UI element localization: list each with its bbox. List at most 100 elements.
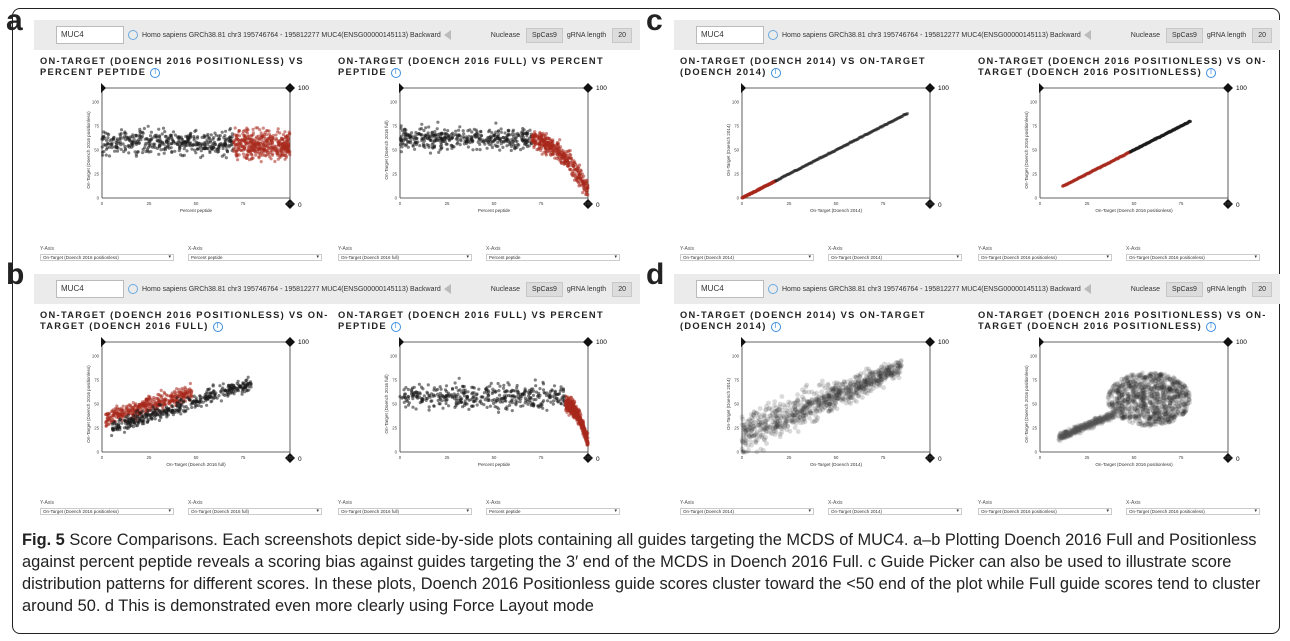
top-handle-icon[interactable] — [399, 83, 404, 93]
data-point — [754, 433, 760, 439]
data-point — [492, 401, 496, 405]
y-axis-select[interactable]: On-Target (Doench 2016 positionless) — [40, 508, 174, 515]
top-handle-icon[interactable] — [741, 337, 746, 347]
right-handle-icon[interactable] — [583, 83, 593, 93]
data-point — [848, 391, 854, 397]
gene-input[interactable]: MUC4 — [56, 26, 124, 44]
bottom-handle-icon[interactable] — [1223, 199, 1233, 209]
info-icon[interactable]: i — [770, 67, 781, 78]
data-point — [144, 141, 148, 145]
data-point — [747, 433, 752, 439]
x-axis-select[interactable]: Percent peptide — [188, 254, 322, 261]
x-tick-label: 25 — [147, 455, 152, 460]
info-icon[interactable]: i — [150, 67, 161, 78]
grna-length-input[interactable]: 20 — [612, 27, 632, 43]
info-icon[interactable]: i — [390, 321, 401, 332]
data-point — [847, 394, 852, 400]
nuclease-select[interactable]: SpCas9 — [1165, 27, 1203, 43]
data-point — [155, 135, 159, 139]
nuclease-select[interactable]: SpCas9 — [525, 281, 563, 297]
data-point — [493, 389, 497, 393]
bottom-handle-icon[interactable] — [925, 199, 935, 209]
direction-arrow-icon[interactable] — [443, 284, 451, 294]
info-icon[interactable]: i — [1205, 67, 1216, 78]
right-handle-icon[interactable] — [285, 83, 295, 93]
data-point — [126, 416, 130, 420]
corner-bottom-label: 0 — [1236, 202, 1240, 209]
bottom-handle-icon[interactable] — [583, 453, 593, 463]
data-point — [518, 392, 522, 396]
data-point — [576, 176, 580, 180]
y-axis-select[interactable]: On-Target (Doench 2016 full) — [338, 508, 472, 515]
data-point — [823, 402, 829, 408]
x-axis-selector: X-Axis Percent peptide — [188, 246, 322, 261]
refresh-icon[interactable] — [768, 30, 778, 40]
info-icon[interactable]: i — [770, 321, 781, 332]
gene-input[interactable]: MUC4 — [696, 280, 764, 298]
info-icon[interactable]: i — [212, 321, 223, 332]
direction-arrow-icon[interactable] — [1083, 284, 1091, 294]
direction-arrow-icon[interactable] — [443, 30, 451, 40]
y-axis-select[interactable]: On-Target (Doench 2016 positionless) — [978, 254, 1112, 261]
x-axis-select[interactable]: On-Target (Doench 2014) — [828, 508, 962, 515]
right-handle-icon[interactable] — [1223, 83, 1233, 93]
y-axis-select[interactable]: On-Target (Doench 2014) — [680, 508, 814, 515]
data-point — [116, 146, 120, 150]
data-point — [812, 399, 818, 405]
grna-length-input[interactable]: 20 — [1252, 27, 1272, 43]
y-axis-selector: Y-Axis On-Target (Doench 2016 full) — [338, 500, 472, 515]
data-point — [740, 416, 746, 422]
info-icon[interactable]: i — [390, 67, 401, 78]
data-point — [496, 381, 500, 386]
data-point — [123, 144, 127, 148]
top-handle-icon[interactable] — [741, 83, 746, 93]
refresh-icon[interactable] — [128, 284, 138, 294]
x-axis-select[interactable]: On-Target (Doench 2016 positionless) — [1126, 254, 1260, 261]
bottom-handle-icon[interactable] — [285, 453, 295, 463]
right-handle-icon[interactable] — [925, 337, 935, 347]
top-handle-icon[interactable] — [1039, 83, 1044, 93]
y-axis-select[interactable]: On-Target (Doench 2016 full) — [338, 254, 472, 261]
data-point — [175, 387, 179, 391]
direction-arrow-icon[interactable] — [1083, 30, 1091, 40]
y-axis-title: On-Target (Doench 2016 full) — [384, 374, 389, 434]
right-handle-icon[interactable] — [925, 83, 935, 93]
top-handle-icon[interactable] — [399, 337, 404, 347]
data-point — [200, 135, 204, 139]
x-axis-select[interactable]: Percent peptide — [486, 508, 620, 515]
bottom-handle-icon[interactable] — [285, 199, 295, 209]
data-point — [475, 403, 479, 407]
x-axis-select[interactable]: Percent peptide — [486, 254, 620, 261]
x-axis-select[interactable]: On-Target (Doench 2014) — [828, 254, 962, 261]
nuclease-select[interactable]: SpCas9 — [525, 27, 563, 43]
gene-input[interactable]: MUC4 — [56, 280, 124, 298]
y-axis-select[interactable]: On-Target (Doench 2014) — [680, 254, 814, 261]
top-handle-icon[interactable] — [101, 337, 106, 347]
data-point — [861, 385, 867, 391]
refresh-icon[interactable] — [128, 30, 138, 40]
data-point — [178, 144, 182, 148]
right-handle-icon[interactable] — [285, 337, 295, 347]
scatter-plot: ON-TARGET (DOENCH 2014) VS ON-TARGET (DO… — [680, 56, 976, 261]
data-point — [905, 112, 909, 116]
data-point — [508, 400, 512, 404]
data-point — [754, 429, 760, 435]
data-point — [837, 382, 843, 387]
data-point — [795, 417, 801, 422]
corner-right-label: 100 — [596, 339, 607, 346]
grna-length-input[interactable]: 20 — [612, 281, 632, 297]
refresh-icon[interactable] — [768, 284, 778, 294]
nuclease-select[interactable]: SpCas9 — [1165, 281, 1203, 297]
data-point — [846, 399, 852, 405]
bottom-handle-icon[interactable] — [583, 199, 593, 209]
bottom-handle-icon[interactable] — [925, 453, 935, 463]
x-axis-select[interactable]: On-Target (Doench 2016 full) — [188, 508, 322, 515]
top-handle-icon[interactable] — [101, 83, 106, 93]
gene-input[interactable]: MUC4 — [696, 26, 764, 44]
data-point — [792, 404, 797, 409]
data-point — [188, 381, 192, 386]
data-point — [848, 391, 854, 397]
right-handle-icon[interactable] — [583, 337, 593, 347]
grna-length-input[interactable]: 20 — [1252, 281, 1272, 297]
y-axis-select[interactable]: On-Target (Doench 2016 positionless) — [40, 254, 174, 261]
